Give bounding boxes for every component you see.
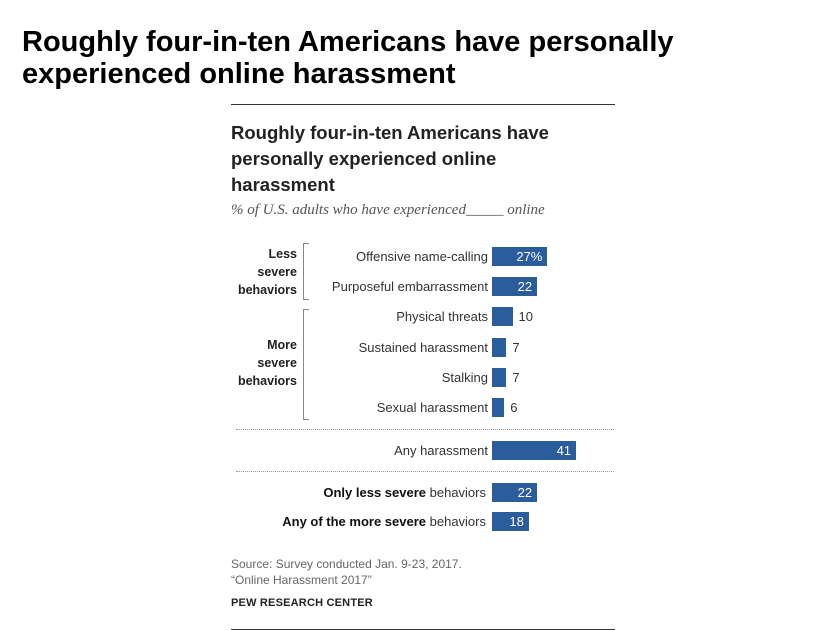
summary-value: 22: [517, 485, 533, 500]
category-value: 7: [512, 370, 520, 385]
summary-bar: [492, 483, 538, 502]
category-label: Physical threats: [396, 309, 488, 324]
source-line-1: Source: Survey conducted Jan. 9-23, 2017…: [231, 557, 462, 571]
any-harassment-value: 41: [556, 443, 572, 458]
category-value: 10: [518, 309, 533, 324]
separator-2: [236, 471, 614, 472]
chart-title: Roughly four-in-ten Americans have perso…: [231, 122, 549, 195]
source-note: Source: Survey conducted Jan. 9-23, 2017…: [231, 556, 462, 588]
group-label-line: severe: [257, 356, 297, 370]
summary-bar: [492, 512, 529, 531]
any-harassment-bar: [492, 441, 577, 460]
group-label-line: behaviors: [237, 283, 297, 297]
chart-subtitle: % of U.S. adults who have experienced___…: [231, 202, 545, 218]
category-bar: [492, 247, 548, 266]
top-rule: [231, 104, 615, 105]
page-heading: Roughly four-in-ten Americans have perso…: [22, 26, 674, 90]
bracket-less-severe: [303, 243, 309, 300]
group-label-line: behaviors: [237, 374, 297, 388]
summary-label-rest: behaviors: [426, 485, 486, 500]
separator-1: [236, 429, 614, 430]
category-label: Sustained harassment: [358, 340, 488, 355]
bracket-more-severe: [303, 309, 309, 420]
summary-label-bold: Only less severe: [323, 485, 427, 500]
summary-value: 18: [509, 514, 524, 529]
category-bar: [492, 398, 505, 417]
summary-label-rest: behaviors: [426, 514, 486, 529]
category-value: 7: [512, 340, 520, 355]
category-label: Sexual harassment: [376, 400, 488, 415]
category-bar: [492, 277, 538, 296]
category-label: Stalking: [441, 370, 488, 385]
group-label-more-severe: More severe behaviors: [238, 336, 297, 390]
category-label: Offensive name-calling: [356, 249, 488, 264]
category-bar: [492, 338, 507, 357]
summary-label: Any of the more severe behaviors: [282, 514, 486, 529]
group-label-line: More: [267, 338, 297, 352]
category-bar: [492, 368, 507, 387]
source-line-2: “Online Harassment 2017”: [231, 573, 372, 587]
category-label: Purposeful embarrassment: [331, 279, 488, 294]
any-harassment-label: Any harassment: [394, 443, 488, 458]
group-label-less-severe: Less severe behaviors: [238, 245, 297, 299]
category-value: 6: [510, 400, 518, 415]
category-bar: [492, 307, 513, 326]
summary-label-bold: Any of the more severe: [282, 514, 427, 529]
category-value: 22: [517, 279, 533, 294]
category-value: 27%: [516, 249, 543, 264]
group-label-line: severe: [257, 265, 297, 279]
summary-label: Only less severe behaviors: [323, 485, 486, 500]
brand-label: PEW RESEARCH CENTER: [231, 597, 373, 609]
group-label-line: Less: [268, 247, 298, 261]
